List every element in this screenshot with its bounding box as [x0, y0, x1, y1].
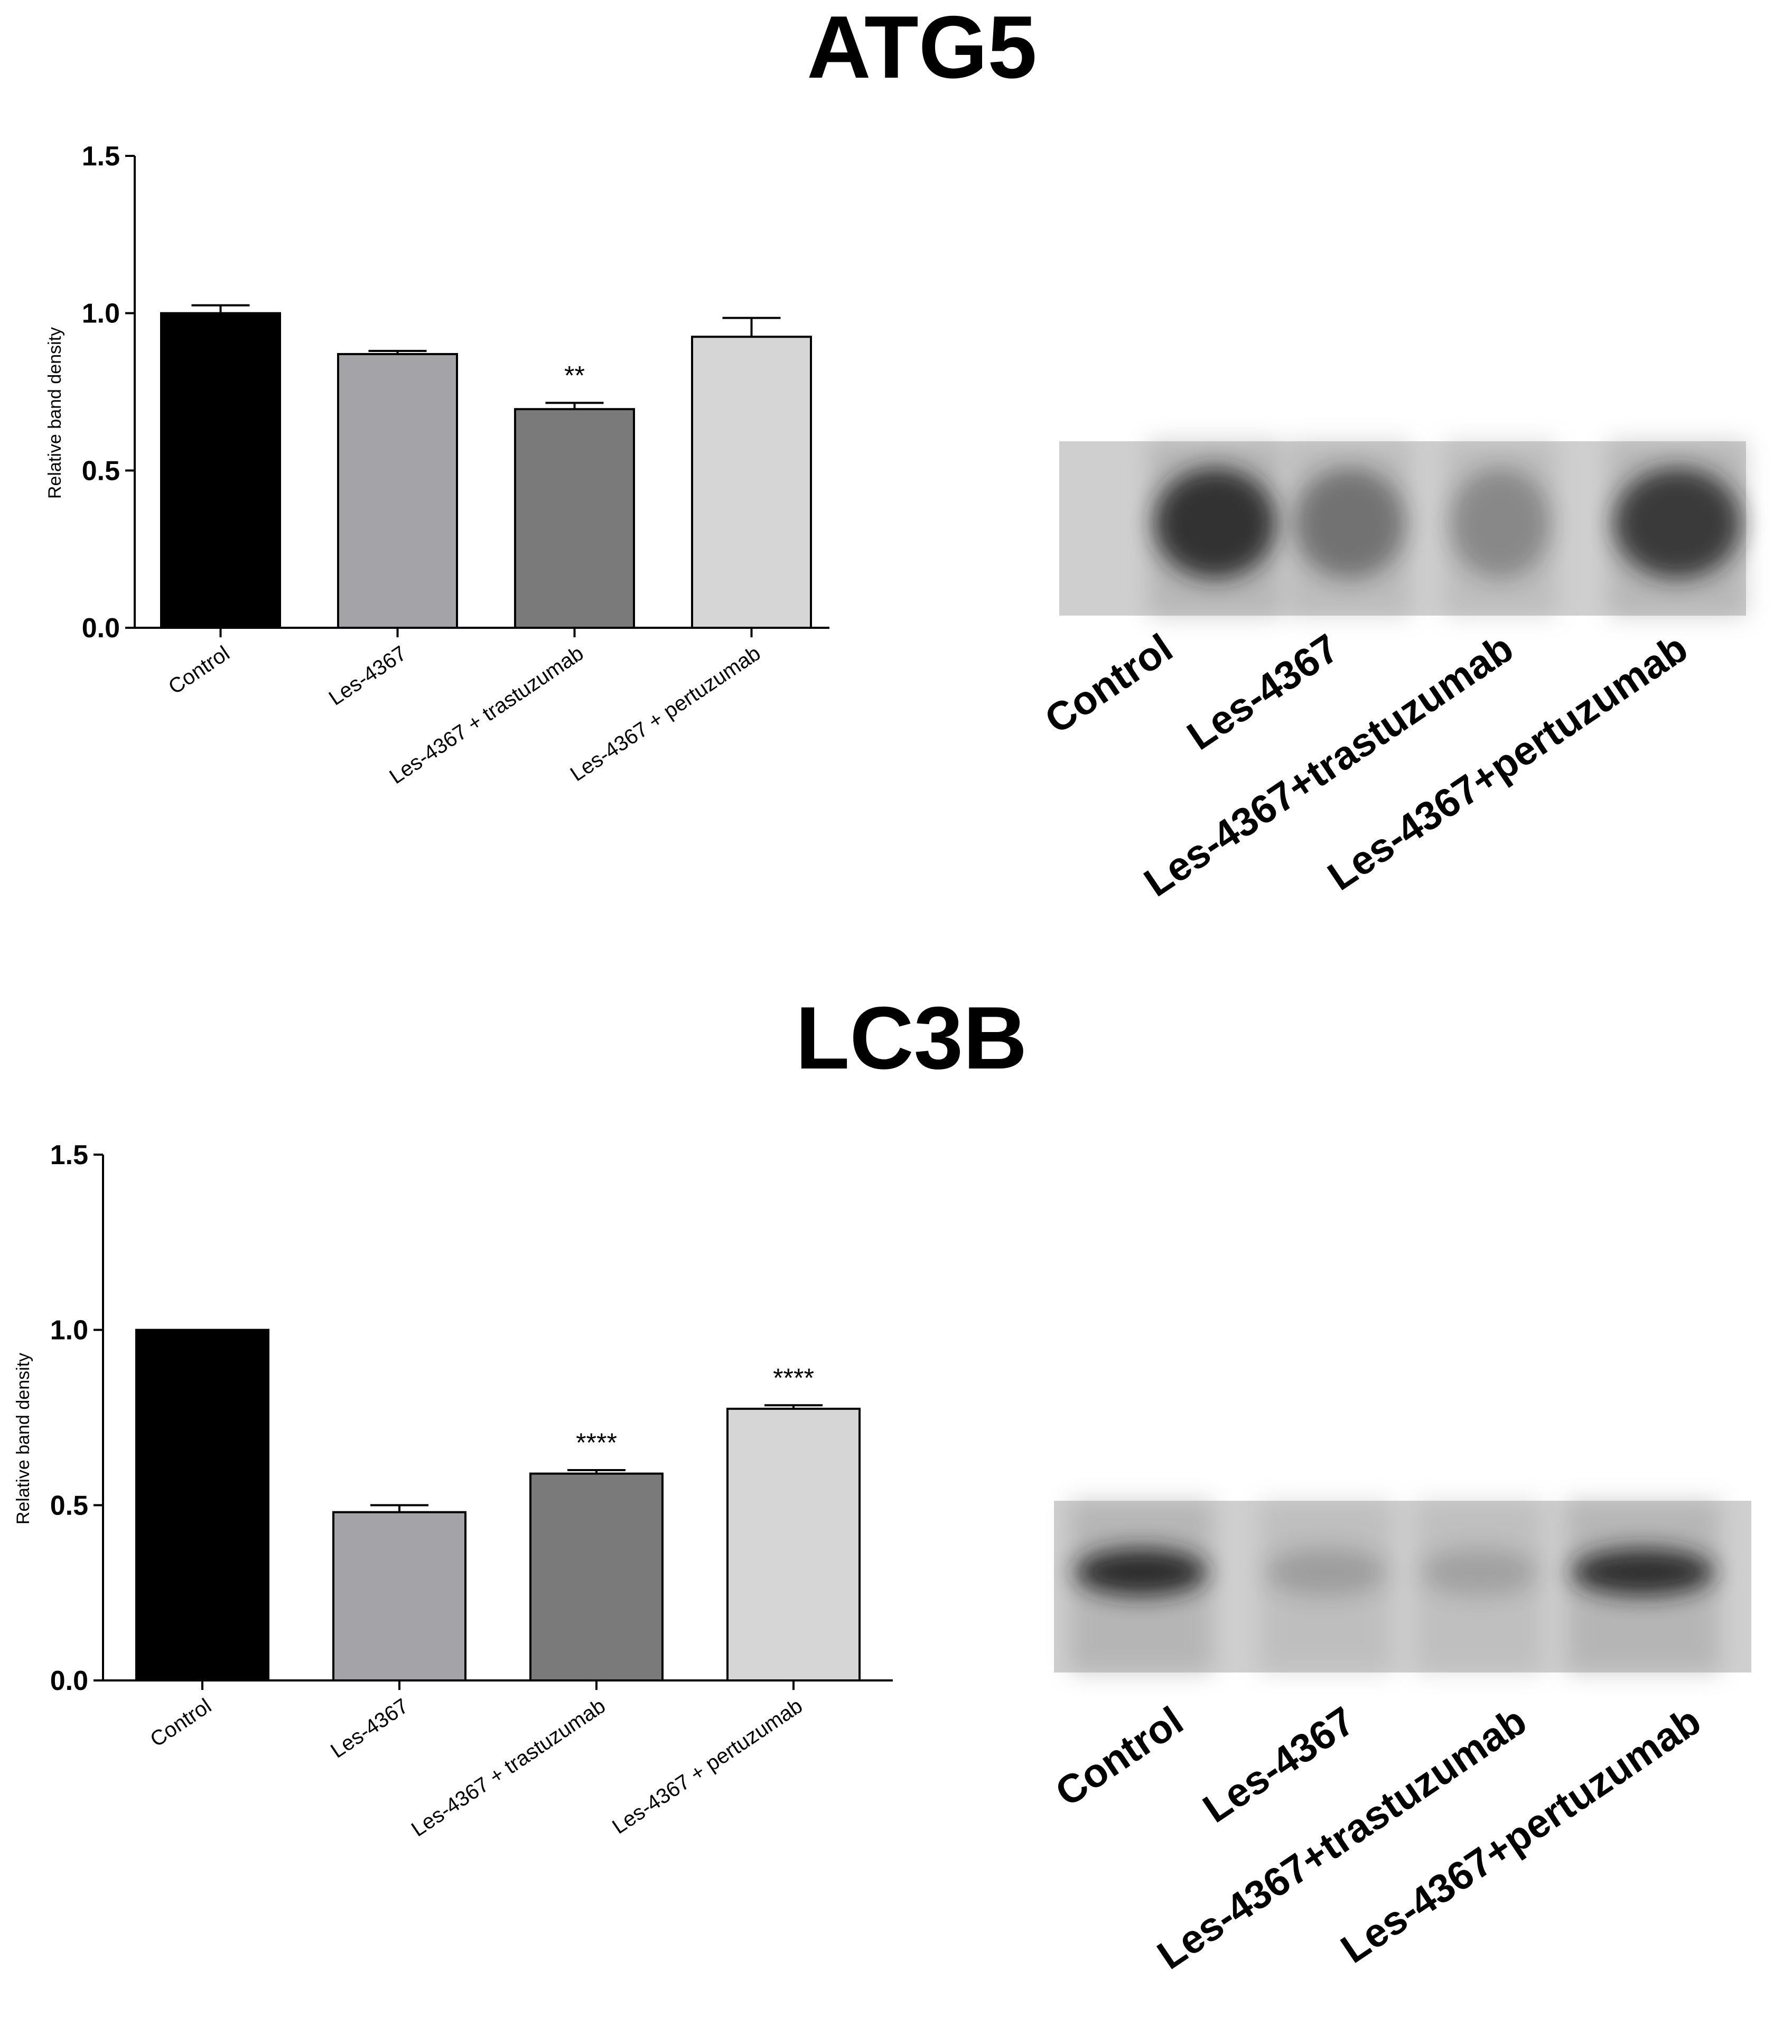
y-tick-label: 0.0 [50, 1666, 88, 1696]
bar [160, 312, 281, 629]
significance-marker: **** [773, 1363, 814, 1392]
blot-band [1265, 1548, 1387, 1596]
significance-marker: ** [564, 360, 585, 390]
y-axis-label: Relative band density [13, 1353, 33, 1525]
bar [514, 408, 635, 629]
blot-band [1614, 468, 1741, 579]
bar [337, 353, 458, 629]
x-tick-label: Les-4367 [326, 1694, 413, 1763]
blot-band [1421, 1548, 1537, 1596]
bar [135, 1328, 269, 1682]
x-tick-label: Les-4367 + pertuzumab [608, 1694, 807, 1838]
blot-band [1572, 1548, 1714, 1596]
y-axis-label: Relative band density [45, 327, 65, 499]
y-tick-label: 1.5 [82, 141, 120, 172]
y-tick-label: 1.0 [50, 1315, 88, 1346]
chart-plot-area: 0.0 0.5 1.0 1.5 Relative band density Control… [13, 1140, 893, 1841]
blot-lane-label: Control [1048, 1698, 1191, 1816]
y-tick-label: 0.0 [82, 613, 120, 644]
blot-band [1294, 468, 1405, 579]
bar [529, 1472, 664, 1681]
blot-band [1154, 468, 1276, 579]
blot-band [1075, 1548, 1207, 1596]
bar [726, 1407, 861, 1682]
y-tick-label: 1.0 [82, 299, 120, 329]
y-tick-label: 0.5 [50, 1490, 88, 1521]
bar [691, 336, 812, 629]
bar [332, 1511, 466, 1682]
blot-lane-label: Les-4367 [1195, 1698, 1362, 1832]
significance-marker: **** [576, 1428, 617, 1457]
x-tick-label: Control [146, 1694, 216, 1752]
panel-title-lc3b: LC3B [795, 988, 1028, 1088]
blot-band [1450, 468, 1551, 579]
y-tick-label: 0.5 [82, 456, 120, 486]
y-tick-label: 1.5 [50, 1140, 88, 1170]
x-tick-label: Les-4367 + trastuzumab [407, 1694, 610, 1841]
panel-title-atg5: ATG5 [807, 0, 1037, 97]
